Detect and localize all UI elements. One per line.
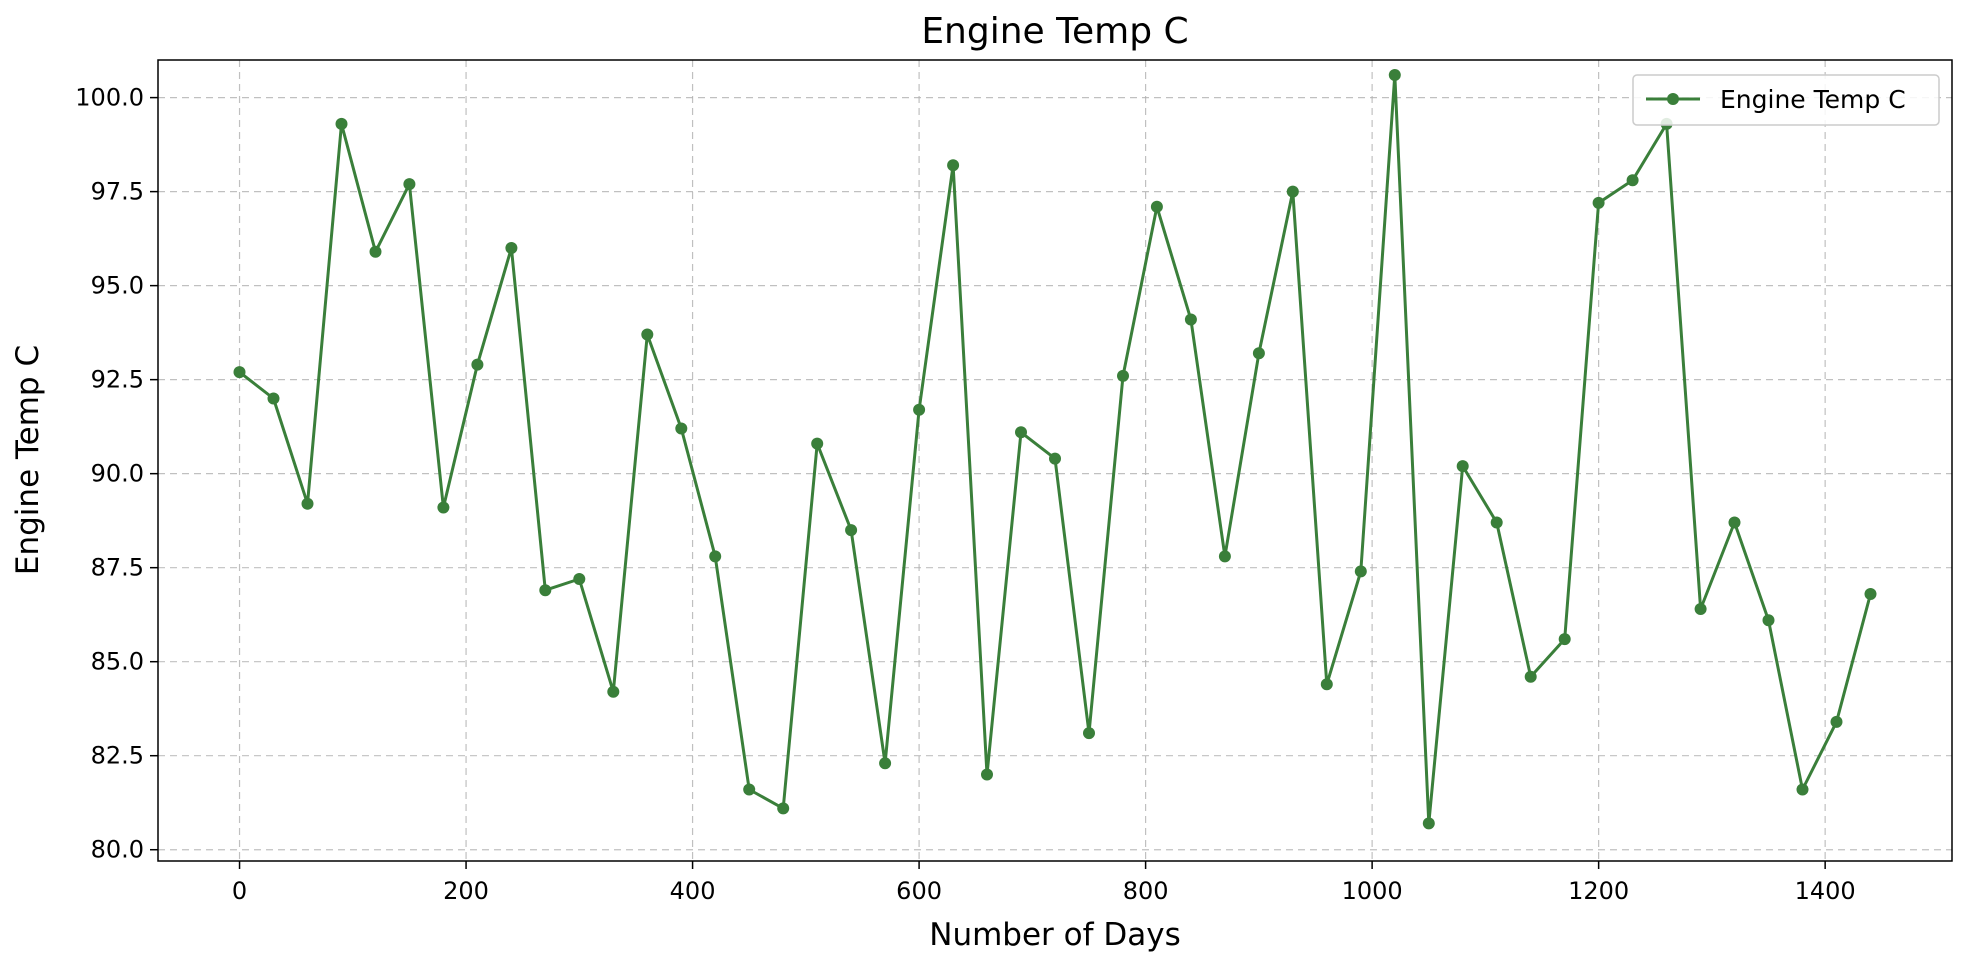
data-point [981,768,993,781]
chart-title: Engine Temp C [921,11,1188,52]
x-axis-label: Number of Days [929,917,1180,953]
data-point [1796,783,1809,796]
data-point [879,757,892,770]
data-point [1388,69,1401,81]
data-point [335,117,348,130]
data-point [1456,460,1469,473]
y-tick-label: 100.0 [75,84,144,112]
data-point [369,245,382,258]
data-point [403,178,416,191]
data-point [743,783,756,796]
y-tick-label: 95.0 [91,272,144,300]
data-point [913,403,926,416]
series-engine-temp [233,69,1877,830]
x-tick-label: 600 [896,877,942,905]
x-tick-label: 800 [1123,877,1169,905]
grid-lines [158,60,1952,861]
y-tick-label: 87.5 [91,554,144,582]
data-point [1286,185,1299,198]
data-point [1150,200,1163,213]
data-point [301,497,314,510]
y-axis-label: Engine Temp C [10,345,46,575]
data-point [539,584,552,597]
data-point [1015,426,1027,439]
x-axis-ticks: 0 200 400 600 800 1000 1200 1400 [232,861,1856,905]
legend-label: Engine Temp C [1720,85,1906,114]
data-point [1184,313,1197,326]
data-point [709,550,722,563]
data-point [641,328,654,341]
data-point [1728,516,1741,529]
data-point [1049,452,1061,465]
x-tick-label: 200 [443,877,489,905]
y-axis-ticks: 80.0 82.5 85.0 87.5 90.0 92.5 95.0 97.5 100.0 [75,84,158,864]
legend-marker-swatch [1667,93,1679,105]
legend: Engine Temp C [1632,74,1940,126]
x-tick-label: 1200 [1568,877,1629,905]
data-point [1218,550,1231,563]
data-point [1252,347,1265,360]
data-point [1524,670,1537,683]
x-tick-label: 1400 [1795,877,1856,905]
y-tick-label: 97.5 [91,178,144,206]
data-point [1762,614,1775,627]
data-point [471,358,484,371]
data-point [1083,727,1095,740]
y-tick-label: 92.5 [91,366,144,394]
data-point [1626,174,1639,187]
x-tick-label: 0 [232,877,247,905]
data-point [777,802,790,815]
data-point [1830,715,1843,728]
data-point [1354,565,1367,578]
data-point [811,437,824,450]
y-tick-label: 80.0 [91,836,144,864]
x-tick-label: 400 [670,877,716,905]
data-point [505,242,518,254]
y-tick-label: 85.0 [91,648,144,676]
series-line [238,73,1872,825]
data-point [1864,588,1877,600]
data-point [1422,817,1435,830]
data-point [437,501,450,514]
data-point [607,685,620,698]
data-point [1592,196,1605,209]
legend-box [1632,74,1940,126]
data-point [233,366,246,379]
data-point [1558,633,1571,646]
data-point [675,422,688,435]
y-tick-label: 90.0 [91,460,144,488]
y-tick-label: 82.5 [91,742,144,770]
data-point [845,524,858,537]
data-point [573,573,586,585]
data-point [1320,678,1333,691]
data-point [1490,516,1503,529]
plot-area-frame [157,59,1953,862]
data-point [947,159,960,172]
data-point [267,392,280,405]
x-tick-label: 1000 [1342,877,1403,905]
data-point [1694,603,1707,615]
data-point [1117,369,1129,382]
